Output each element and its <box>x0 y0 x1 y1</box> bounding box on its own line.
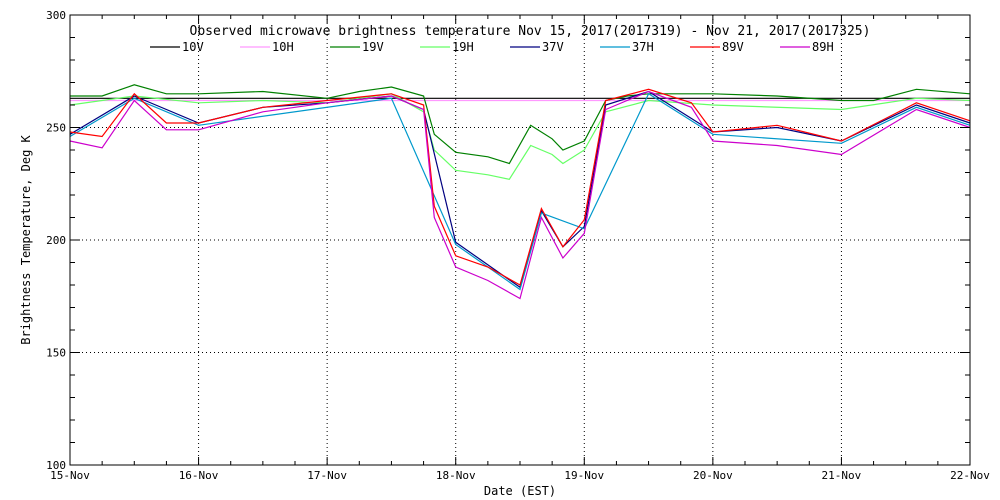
x-axis-label: Date (EST) <box>484 484 556 498</box>
legend: 10V 10H 19V 19H 37V 37H 89V 89H <box>150 40 834 54</box>
series-line-19v <box>70 84 971 165</box>
x-tick-label: 21-Nov <box>822 469 862 482</box>
y-tick-label: 100 <box>46 459 66 472</box>
axis-ticks: 15-Nov 16-Nov 17-Nov 18-Nov 19-Nov 20-Nov 21-N… <box>46 9 990 482</box>
legend-label-10v: 10V <box>182 40 204 54</box>
y-axis-label: Brightness Temperature, Deg K <box>19 134 33 344</box>
legend-label-19h: 19H <box>452 40 474 54</box>
y-tick-label: 250 <box>46 122 66 135</box>
x-tick-label: 16-Nov <box>179 469 219 482</box>
series-line-37h <box>69 92 971 291</box>
legend-label-37h: 37H <box>632 40 654 54</box>
chart-title: Observed microwave brightness temperatur… <box>190 24 871 39</box>
legend-label-89h: 89H <box>812 40 834 54</box>
y-tick-label: 150 <box>46 347 66 360</box>
x-tick-label: 20-Nov <box>693 469 733 482</box>
series-line-89v <box>69 88 971 286</box>
x-tick-label: 18-Nov <box>436 469 476 482</box>
series-line-89h <box>69 90 971 300</box>
x-tick-label: 17-Nov <box>307 469 347 482</box>
legend-label-19v: 19V <box>362 40 384 54</box>
legend-label-37v: 37V <box>542 40 564 54</box>
legend-label-10h: 10H <box>272 40 294 54</box>
x-tick-label: 22-Nov <box>950 469 990 482</box>
y-tick-label: 300 <box>46 9 66 22</box>
x-tick-label: 15-Nov <box>50 469 90 482</box>
y-tick-label: 200 <box>46 234 66 247</box>
legend-label-89v: 89V <box>722 40 744 54</box>
x-tick-label: 19-Nov <box>564 469 604 482</box>
series-lines <box>69 84 971 300</box>
